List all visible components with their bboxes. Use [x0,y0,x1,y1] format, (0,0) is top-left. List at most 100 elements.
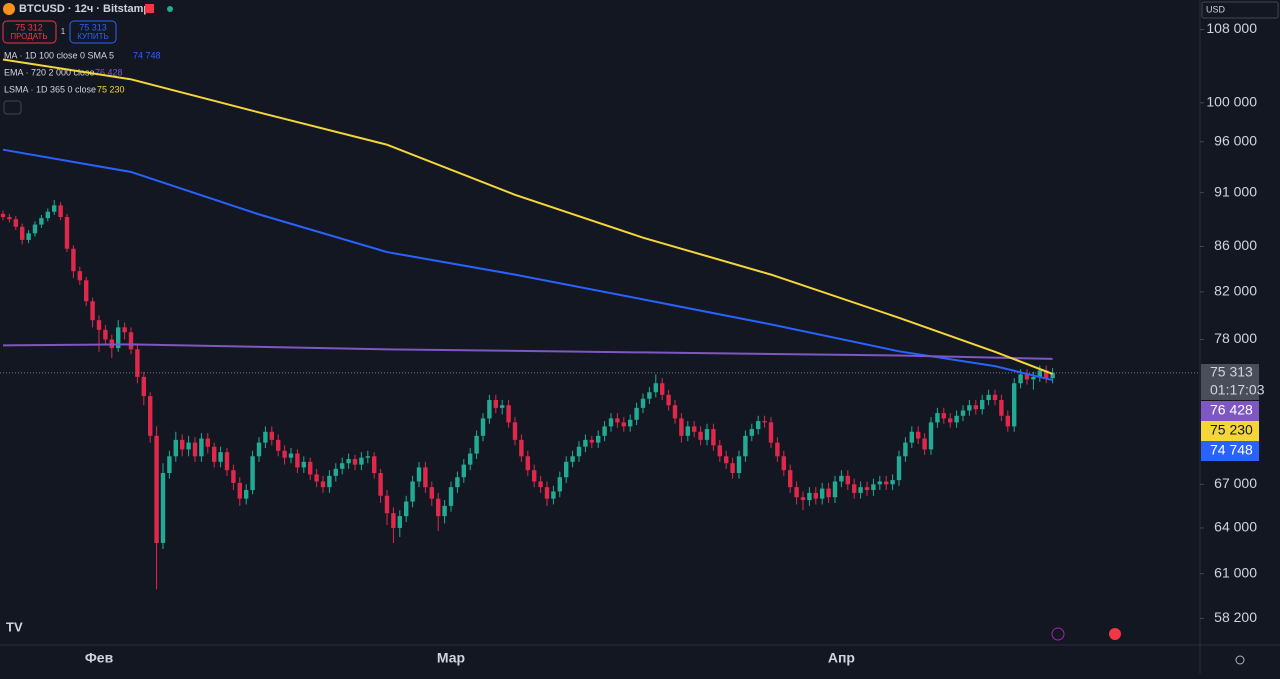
candle-body [340,463,345,469]
event-icon[interactable] [1051,627,1065,641]
candle-body [244,490,249,499]
candle-body [186,442,191,450]
candle-body [960,410,966,416]
candle-body [820,488,825,499]
candle-body [698,431,703,440]
candle-body [288,453,294,458]
candle-body [596,435,601,443]
currency-select[interactable] [1201,1,1279,19]
candle-body [167,456,172,474]
candle-body [32,224,38,234]
logo: TV [6,619,23,634]
candle-body [224,452,230,471]
candle-body [672,405,678,419]
candle-body [615,418,620,423]
candle-body [96,320,102,330]
candle-body [122,327,127,333]
candle-body [212,446,217,462]
candle-body [538,481,543,488]
candle-body [948,418,953,423]
candle-body [135,349,140,377]
candle-body [256,442,262,457]
y-tick-label: 78 000 [1214,330,1257,346]
status-dot [167,6,173,12]
plot: 58 200 61 000 64 000 67 000 78 000 82 000 86 0… [0,20,1265,666]
symbol: BTCUSD · 12ч · Bitstamp [19,3,150,15]
candle-body [269,431,274,440]
candle-body [743,435,748,457]
candle-body [397,516,402,528]
buy-button[interactable] [69,20,117,44]
price-badge [1201,441,1259,461]
candle-body [717,445,722,457]
legend-entry: MA · 1D 100 close 0 SMA 5 [4,50,114,60]
candle-body [845,475,850,485]
legend-entry: LSMA · 1D 365 0 close [4,84,96,94]
candle-body [519,439,524,457]
candle-body [973,405,978,410]
candle-body [647,392,652,399]
candle-body [1037,370,1042,377]
y-tick-label: 96 000 [1214,132,1257,148]
x-tick-label: Фев [85,650,114,666]
candle-body [967,405,972,411]
ui: BTCUSD · 12ч · Bitstamp 75 312 ПРОДАТЬ 1… [2,1,1279,665]
sell-button[interactable] [2,20,57,44]
candle-body [628,419,633,427]
candle-body [493,400,498,408]
candle-body [320,481,326,488]
candle-body [199,438,204,457]
candle-body [941,413,946,419]
y-tick-label: 61 000 [1214,564,1257,580]
flag-icon [145,4,154,13]
candle-body [352,459,358,465]
y-tick-label: 58 200 [1214,609,1257,625]
legend-value: 75 230 [97,84,125,94]
candle-body [282,450,287,458]
y-tick-label: 100 000 [1206,94,1257,110]
collapse-button[interactable] [3,100,22,115]
buy-label: КУПИТЬ [77,32,108,41]
candle-body [346,459,351,464]
candle-body [576,446,582,457]
candle-body [160,473,166,543]
candle-body [90,301,95,321]
settings-icon[interactable] [1235,655,1245,665]
candle-body [570,456,575,462]
candle-body [532,470,537,482]
coin-icon [3,3,15,15]
sell-price: 75 312 [15,22,43,32]
candle-body [826,488,831,498]
candle-body [903,442,908,457]
candle-body [301,461,306,468]
candle-body [544,487,550,499]
candle-body [365,456,370,458]
candle-body [794,487,799,498]
candle-body [749,429,754,436]
candle-body [1005,415,1010,427]
candle-body [205,438,210,447]
candle-body [781,456,786,471]
candle-body [608,418,614,427]
candle-body [935,413,940,423]
candle-body [839,475,844,482]
candle-body [704,429,710,440]
candle-body [20,226,25,240]
price-badge-label: 76 428 [1210,402,1253,418]
candle-body [416,467,422,482]
indicator-line [2,343,1053,360]
candle-body [39,218,44,225]
candle-body [295,453,300,468]
candle-body [679,418,684,436]
candle-body [141,376,146,397]
candle-body [250,456,255,491]
candle-body [52,205,57,212]
y-tick-label: 64 000 [1214,519,1257,535]
event-icon[interactable] [1109,628,1121,640]
candle-body [634,407,639,420]
candle-body [640,398,646,408]
candle-body [461,464,466,478]
candle-body [237,482,242,499]
candle-body [480,418,486,436]
